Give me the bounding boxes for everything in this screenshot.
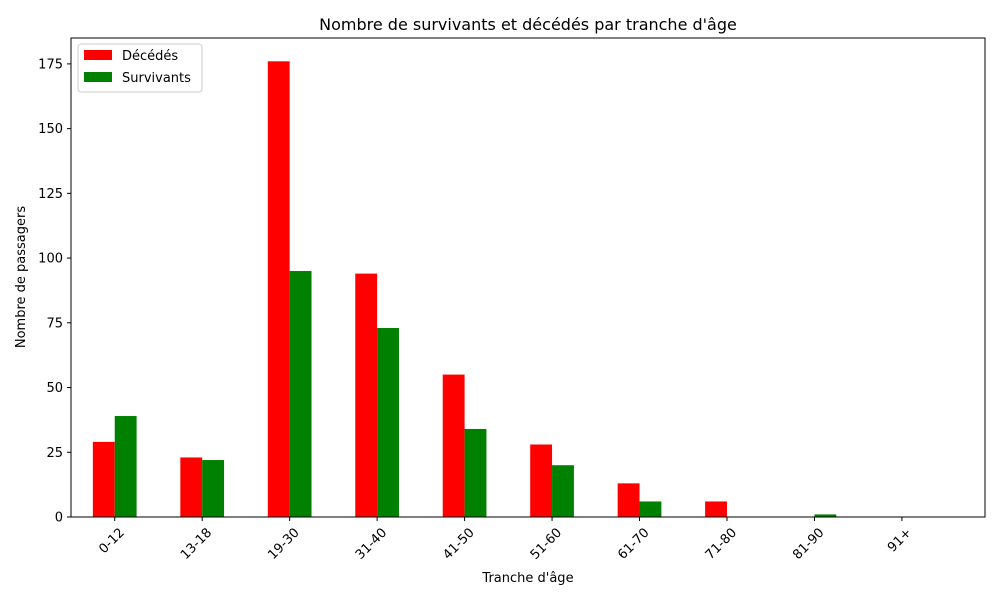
bar-survivants-51-60 [552,465,574,517]
bar-decedes-41-50 [442,374,465,517]
bar-decedes-31-40 [355,273,378,517]
x-tick-label: 61-70 [615,525,652,562]
bar-survivants-31-40 [377,327,399,517]
x-tick-label: 71-80 [703,525,740,562]
x-tick-label: 0-12 [96,525,127,556]
y-tick-label: 0 [55,511,63,526]
bar-decedes-51-60 [530,444,553,517]
x-axis-label: Tranche d'âge [481,571,573,586]
bar-survivants-41-50 [464,428,487,517]
legend-label-survivants: Survivants [122,71,191,86]
y-tick-label: 125 [38,187,63,202]
bar-survivants-81-90 [814,514,837,517]
x-axis: 0-12 13-18 19-30 31-40 41-50 51-60 61-70 71-80 8… [96,517,915,563]
bar-survivants-61-70 [639,501,662,517]
x-tick-label: 81-90 [790,525,827,562]
y-tick-label: 100 [38,252,63,267]
x-tick-label: 51-60 [528,525,565,562]
x-tick-label: 31-40 [353,525,390,562]
y-tick-label: 75 [46,316,63,331]
x-tick-label: 41-50 [440,525,477,562]
y-tick-label: 175 [38,57,63,72]
legend: Décédés Survivants [77,43,203,93]
bars-layer [92,61,837,517]
x-tick-label: 13-18 [178,525,215,562]
x-tick-label: 19-30 [265,525,302,562]
y-axis-label: Nombre de passagers [14,206,29,348]
x-tick-label: 91+ [885,525,915,555]
bar-decedes-61-70 [617,483,640,517]
legend-label-decedes: Décédés [122,49,178,64]
bar-decedes-19-30 [267,61,290,517]
chart-title: Nombre de survivants et décédés par tran… [319,15,737,34]
bar-decedes-0-12 [92,441,115,517]
bar-survivants-0-12 [114,416,137,517]
bar-decedes-13-18 [180,457,203,517]
bar-survivants-19-30 [289,271,312,517]
bar-decedes-71-80 [705,501,727,517]
y-tick-label: 50 [46,381,63,396]
y-tick-label: 150 [38,122,63,137]
bar-survivants-13-18 [202,460,225,517]
legend-swatch-survivants [84,72,112,82]
axes-frame [70,37,986,518]
legend-swatch-decedes [84,50,112,60]
y-axis: 0 25 50 75 100 125 150 175 [38,57,71,526]
y-tick-label: 25 [46,446,63,461]
